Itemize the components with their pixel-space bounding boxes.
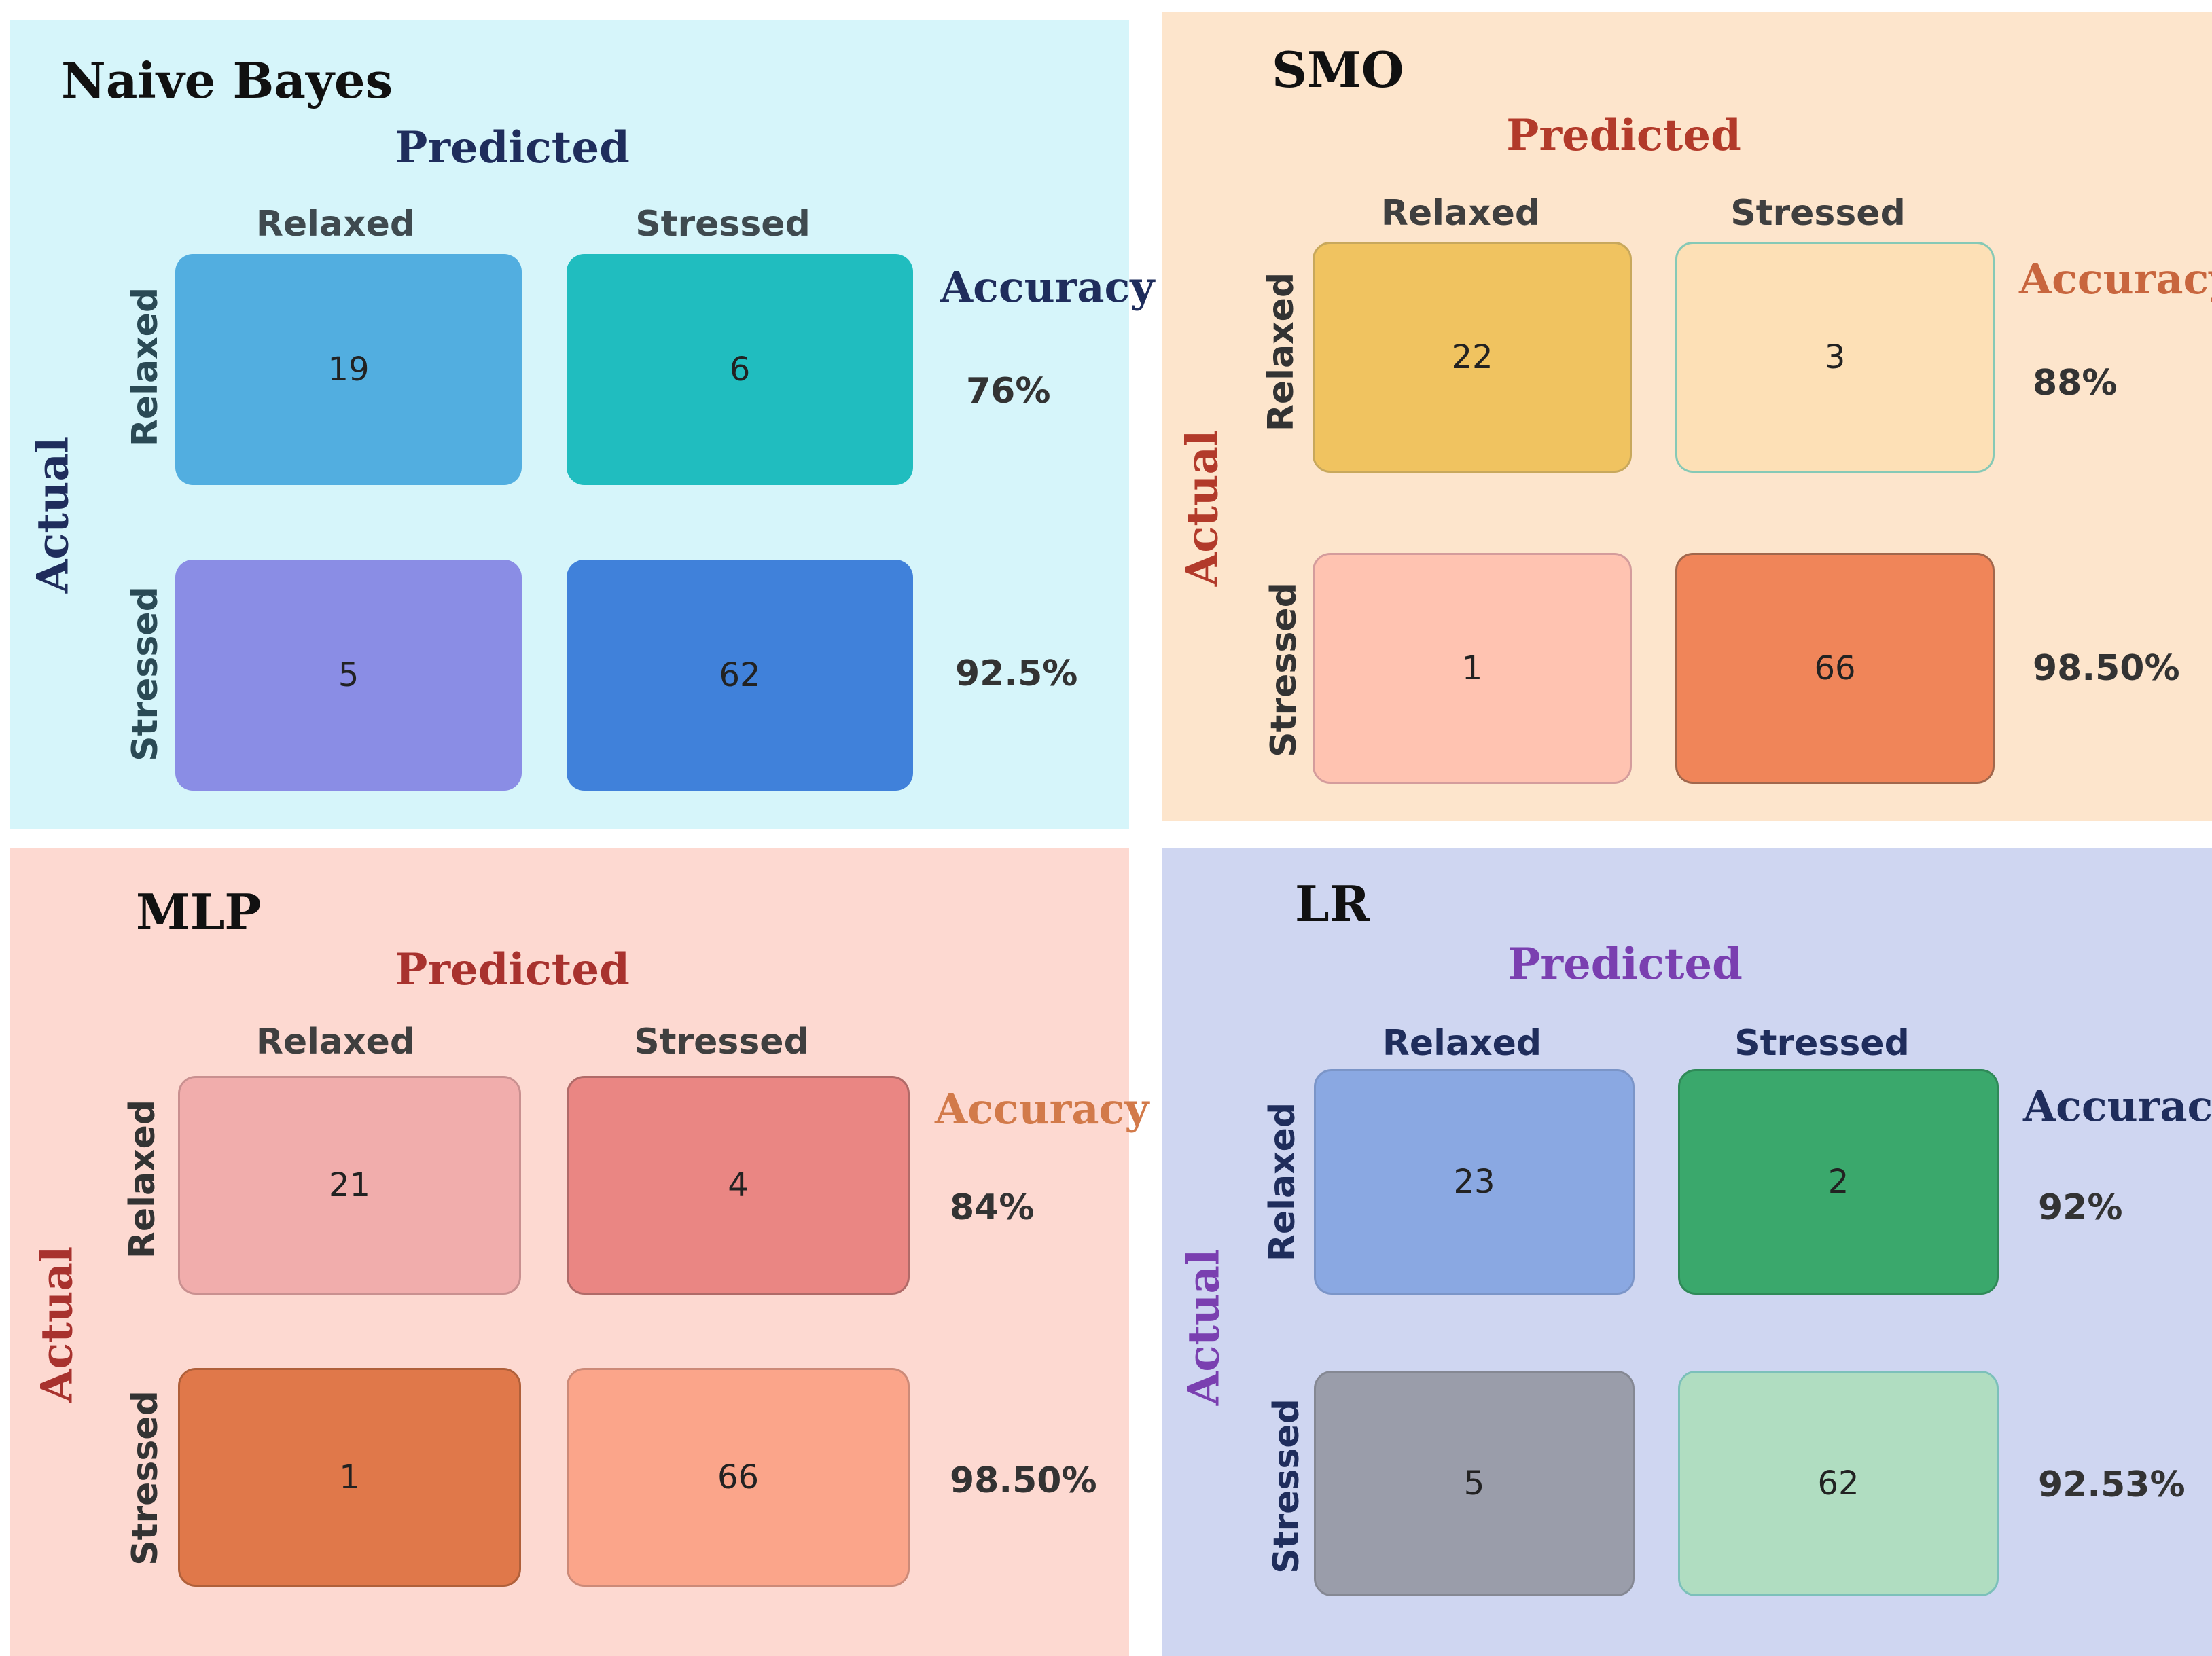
cell-value: 23 [1453, 1163, 1495, 1201]
row-label-stressed: Stressed [1266, 1399, 1307, 1574]
accuracy-title: Accuracy [2023, 1081, 2212, 1131]
accuracy-value-relaxed: 88% [2033, 363, 2118, 403]
predicted-header: Predicted [1508, 939, 1743, 990]
matrix-cell-relaxed-stressed: 3 [1675, 242, 1995, 473]
row-label-stressed: Stressed [125, 1390, 166, 1566]
matrix-cell-stressed-relaxed: 5 [175, 560, 522, 791]
column-label-stressed: Stressed [634, 1022, 809, 1062]
matrix-cell-relaxed-stressed: 4 [567, 1076, 910, 1295]
column-label-relaxed: Relaxed [255, 1022, 416, 1062]
accuracy-title: Accuracy [2019, 254, 2212, 304]
cell-value: 5 [1463, 1464, 1485, 1502]
matrix-cell-stressed-relaxed: 1 [1313, 553, 1632, 784]
row-label-relaxed: Relaxed [122, 1099, 163, 1259]
panel-smo: SMO Predicted Relaxed Stressed Relaxed S… [1162, 12, 2212, 821]
matrix-cell-stressed-relaxed: 1 [178, 1368, 521, 1587]
actual-axis-label: Actual [1178, 1248, 1230, 1406]
column-label-stressed: Stressed [1730, 193, 1906, 234]
accuracy-title: Accuracy [935, 1084, 1149, 1134]
panel-mlp: MLP Predicted Relaxed Stressed Relaxed S… [10, 848, 1149, 1656]
column-label-relaxed: Relaxed [1380, 193, 1541, 234]
accuracy-value-stressed: 98.50% [950, 1460, 1097, 1501]
matrix-cell-relaxed-relaxed: 22 [1313, 242, 1632, 473]
cell-value: 3 [1824, 338, 1846, 376]
column-label-relaxed: Relaxed [255, 204, 416, 245]
row-label-relaxed: Relaxed [1261, 272, 1302, 432]
matrix-cell-relaxed-relaxed: 23 [1314, 1069, 1635, 1295]
panel-lr: LR Predicted Relaxed Stressed Relaxed St… [1162, 848, 2212, 1656]
cell-value: 22 [1451, 338, 1493, 376]
cell-value: 6 [729, 350, 751, 389]
column-label-stressed: Stressed [1734, 1023, 1910, 1064]
row-label-relaxed: Relaxed [1262, 1102, 1303, 1262]
accuracy-value-relaxed: 84% [950, 1187, 1035, 1228]
cell-value: 1 [1461, 649, 1483, 687]
column-label-stressed: Stressed [635, 204, 810, 245]
cell-value: 62 [719, 656, 761, 694]
predicted-header: Predicted [395, 944, 630, 995]
matrix-cell-relaxed-relaxed: 21 [178, 1076, 521, 1295]
column-label-relaxed: Relaxed [1382, 1023, 1542, 1064]
panel-title: MLP [136, 883, 262, 941]
cell-value: 21 [328, 1166, 371, 1204]
accuracy-value-stressed: 98.50% [2033, 648, 2180, 689]
cell-value: 4 [728, 1166, 749, 1204]
cell-value: 66 [1814, 649, 1856, 687]
accuracy-value-stressed: 92.5% [955, 653, 1078, 694]
accuracy-value-relaxed: 92% [2038, 1187, 2123, 1228]
actual-axis-label: Actual [27, 436, 79, 594]
panel-title: LR [1295, 875, 1370, 933]
predicted-header: Predicted [1506, 110, 1741, 161]
row-label-stressed: Stressed [125, 586, 166, 761]
panel-title: Naive Bayes [61, 52, 393, 109]
cell-value: 2 [1827, 1163, 1849, 1201]
matrix-cell-stressed-stressed: 62 [567, 560, 913, 791]
accuracy-value-stressed: 92.53% [2038, 1464, 2186, 1505]
matrix-cell-stressed-relaxed: 5 [1314, 1371, 1635, 1596]
matrix-cell-stressed-stressed: 66 [1675, 553, 1995, 784]
matrix-cell-relaxed-stressed: 2 [1678, 1069, 1999, 1295]
cell-value: 62 [1817, 1464, 1859, 1502]
accuracy-value-relaxed: 76% [966, 371, 1051, 412]
panel-naive-bayes: Naive Bayes Predicted Relaxed Stressed R… [10, 20, 1154, 829]
predicted-header: Predicted [395, 122, 630, 173]
actual-axis-label: Actual [1177, 429, 1228, 587]
accuracy-title: Accuracy [940, 262, 1155, 312]
row-label-relaxed: Relaxed [125, 287, 166, 447]
cell-value: 1 [339, 1458, 360, 1496]
actual-axis-label: Actual [31, 1246, 83, 1403]
cell-value: 19 [327, 350, 370, 389]
cell-value: 5 [338, 656, 359, 694]
matrix-cell-relaxed-stressed: 6 [567, 254, 913, 485]
matrix-cell-stressed-stressed: 62 [1678, 1371, 1999, 1596]
row-label-stressed: Stressed [1264, 582, 1304, 757]
cell-value: 66 [717, 1458, 760, 1496]
panel-title: SMO [1272, 41, 1404, 98]
matrix-cell-relaxed-relaxed: 19 [175, 254, 522, 485]
matrix-cell-stressed-stressed: 66 [567, 1368, 910, 1587]
